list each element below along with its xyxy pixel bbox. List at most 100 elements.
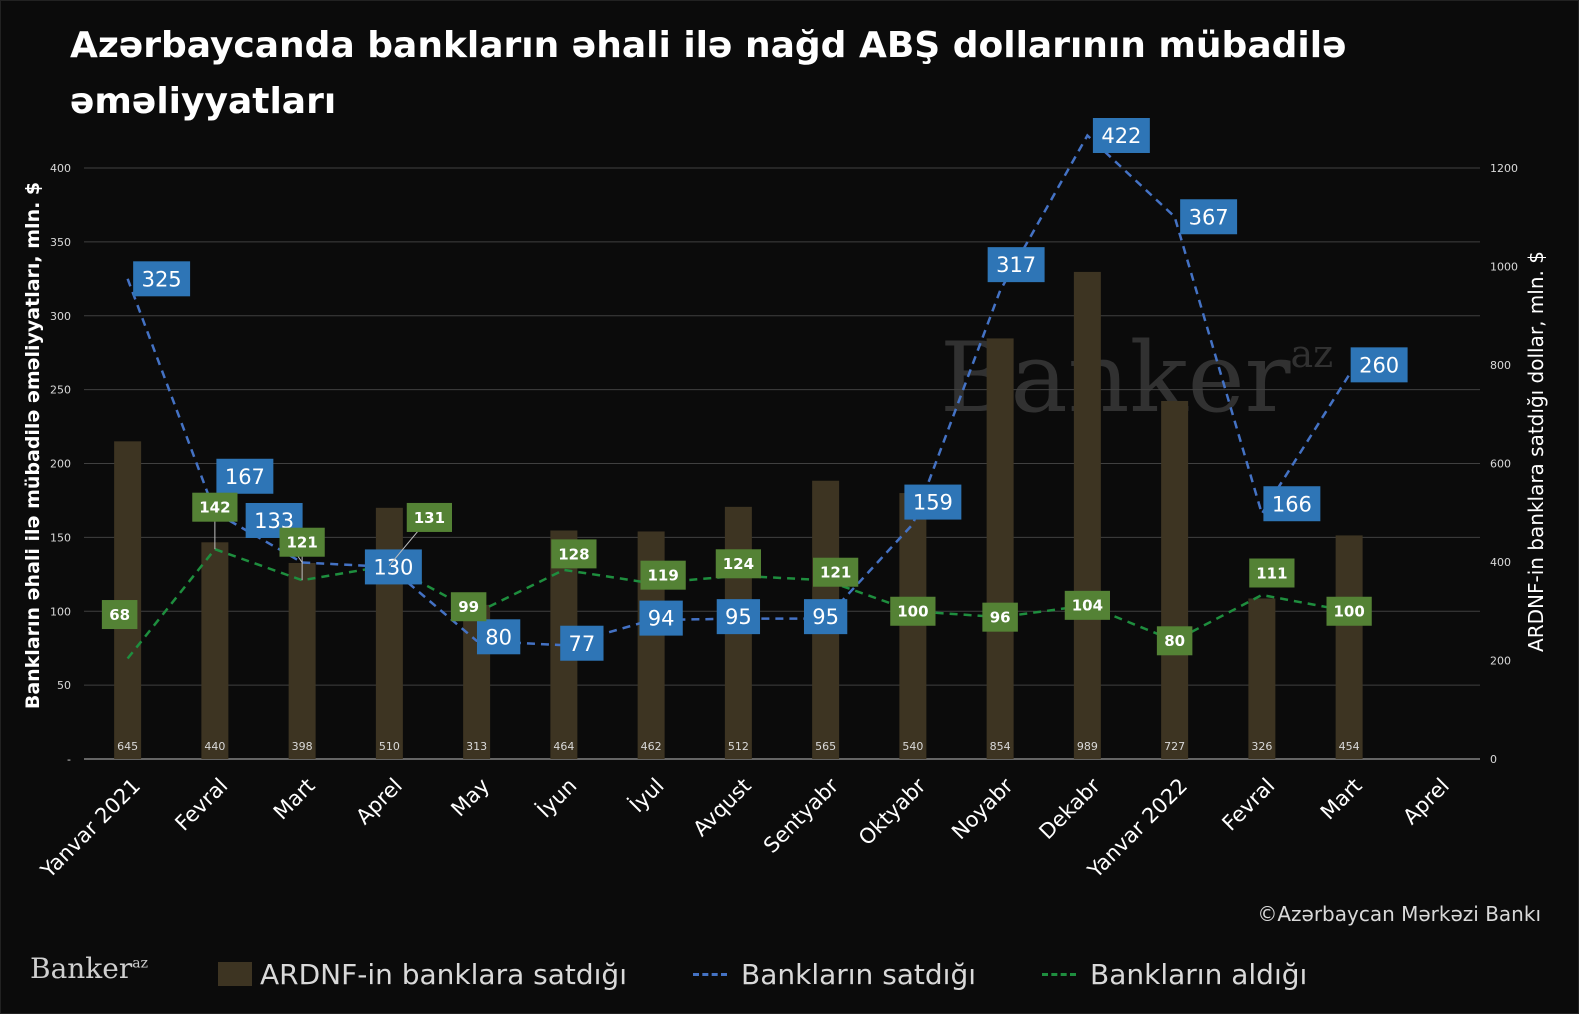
y-tick-label: 300 bbox=[50, 310, 71, 323]
sold-data-label: 77 bbox=[569, 632, 596, 656]
x-tick-label: İyul bbox=[624, 773, 668, 817]
bought-data-label: 104 bbox=[1072, 597, 1103, 615]
bought-data-label: 121 bbox=[286, 534, 317, 552]
legend-item-bars: ARDNF-in banklara satdığı bbox=[218, 958, 627, 991]
bar bbox=[1335, 535, 1363, 759]
bought-data-label: 121 bbox=[820, 564, 851, 582]
legend-swatch-bought bbox=[1042, 972, 1077, 976]
legend-label-bars: ARDNF-in banklara satdığı bbox=[260, 957, 627, 991]
sold-data-label-box bbox=[1350, 347, 1408, 383]
bar-data-label: 454 bbox=[1339, 740, 1360, 753]
x-tick-label: May bbox=[446, 774, 494, 822]
sold-data-label: 260 bbox=[1359, 353, 1399, 377]
sold-data-label-box bbox=[1092, 117, 1150, 153]
bar-data-label: 540 bbox=[902, 740, 923, 753]
chart-legend: ARDNF-in banklara satdığı Bankların satd… bbox=[218, 952, 1373, 996]
bar bbox=[375, 507, 403, 759]
y2-tick-label: 1200 bbox=[1490, 162, 1518, 175]
y-tick-label: 50 bbox=[57, 679, 71, 692]
x-tick-label: Yanvar 2021 bbox=[35, 774, 145, 884]
bought-data-label: 100 bbox=[1333, 603, 1364, 621]
x-tick-label: Fevral bbox=[1217, 774, 1279, 836]
sold-data-label-box bbox=[803, 599, 848, 635]
chart-title: Azərbaycanda bankların əhali ilə nağd AB… bbox=[70, 25, 1347, 122]
bar-data-label: 462 bbox=[641, 740, 662, 753]
x-tick-label: Noyabr bbox=[947, 773, 1018, 844]
bought-data-label: 131 bbox=[414, 509, 445, 527]
bought-data-label-box bbox=[279, 527, 325, 557]
bought-data-label-box bbox=[813, 557, 859, 587]
sold-data-label: 95 bbox=[812, 605, 839, 629]
bought-data-label-box bbox=[1156, 626, 1193, 656]
y2-tick-label: 800 bbox=[1490, 359, 1511, 372]
bought-data-label-box bbox=[1326, 596, 1372, 626]
bought-data-label-box bbox=[551, 539, 597, 569]
bar-data-label: 565 bbox=[815, 740, 836, 753]
bar-data-label: 989 bbox=[1077, 740, 1098, 753]
sold-data-label-box bbox=[216, 458, 274, 494]
bought-data-label: 119 bbox=[647, 567, 678, 585]
bought-data-label-box bbox=[1064, 590, 1110, 620]
bar-data-label: 727 bbox=[1164, 740, 1185, 753]
y2-tick-label: 200 bbox=[1490, 655, 1511, 668]
sold-data-label-box bbox=[364, 549, 422, 585]
y-axis-title: Bankların əhali ilə mübadilə əməliyyatla… bbox=[22, 182, 44, 709]
bought-data-label-box bbox=[406, 502, 452, 532]
bought-data-label: 100 bbox=[897, 603, 928, 621]
sold-data-label: 317 bbox=[996, 253, 1036, 277]
x-tick-label: Dekabr bbox=[1034, 773, 1105, 844]
bar-data-label: 440 bbox=[204, 740, 225, 753]
y-tick-label: 200 bbox=[50, 458, 71, 471]
bar bbox=[201, 542, 229, 759]
x-tick-label: Fevral bbox=[170, 774, 232, 836]
bar bbox=[986, 338, 1014, 759]
legend-swatch-bars bbox=[218, 962, 252, 986]
bar bbox=[1248, 598, 1276, 759]
y2-tick-label: 0 bbox=[1490, 753, 1497, 766]
bar-data-label: 645 bbox=[117, 740, 138, 753]
sold-data-label-box bbox=[987, 247, 1045, 283]
x-tick-label: İyun bbox=[532, 773, 582, 823]
sold-data-label-box bbox=[639, 600, 683, 636]
sold-data-label: 130 bbox=[373, 555, 413, 579]
x-tick-label: Oktyabr bbox=[854, 773, 931, 850]
bar-data-label: 464 bbox=[553, 740, 574, 753]
x-tick-label: Mart bbox=[269, 774, 320, 825]
bar-data-label: 510 bbox=[379, 740, 400, 753]
sold-data-label-box bbox=[476, 619, 521, 655]
y-tick-label: 250 bbox=[50, 384, 71, 397]
bought-data-label-box bbox=[101, 600, 138, 630]
x-tick-label: Mart bbox=[1316, 774, 1367, 825]
legend-label-sold: Bankların satdığı bbox=[740, 957, 977, 991]
bought-data-label: 96 bbox=[990, 609, 1011, 627]
bought-data-label: 80 bbox=[1164, 632, 1185, 650]
bought-data-label-box bbox=[192, 492, 238, 522]
sold-data-label: 167 bbox=[225, 465, 265, 489]
bought-data-label-box bbox=[640, 560, 686, 590]
bought-data-label-box bbox=[890, 596, 936, 626]
banker-logo: Bankeraz bbox=[30, 952, 148, 985]
sold-data-label-box bbox=[133, 261, 191, 297]
bought-data-label-box bbox=[982, 602, 1018, 632]
bought-data-label: 124 bbox=[723, 555, 754, 573]
bar-data-label: 512 bbox=[728, 740, 749, 753]
source-credit: ©Azərbaycan Mərkəzi Bankı bbox=[1257, 902, 1541, 926]
bought-data-label-box bbox=[715, 549, 761, 579]
bar-data-label: 854 bbox=[990, 740, 1011, 753]
legend-item-bought: Bankların aldığı bbox=[1042, 958, 1307, 991]
sold-data-label: 95 bbox=[725, 605, 752, 629]
bought-data-label-box bbox=[450, 592, 487, 622]
legend-label-bought: Bankların aldığı bbox=[1090, 957, 1308, 991]
y2-tick-label: 1000 bbox=[1490, 261, 1518, 274]
x-tick-label: Avqust bbox=[688, 774, 755, 841]
legend-swatch-sold bbox=[692, 972, 727, 976]
sold-data-label: 94 bbox=[648, 607, 675, 631]
y-tick-label: 350 bbox=[50, 236, 71, 249]
bought-data-label: 68 bbox=[109, 606, 130, 624]
sold-data-label: 367 bbox=[1189, 205, 1229, 229]
x-tick-label: Aprel bbox=[351, 774, 407, 830]
sold-data-label: 166 bbox=[1272, 492, 1312, 516]
sold-data-label: 80 bbox=[485, 625, 512, 649]
y2-axis-title: ARDNF-in banklara satdığı dollar, mln. $ bbox=[1524, 251, 1548, 652]
